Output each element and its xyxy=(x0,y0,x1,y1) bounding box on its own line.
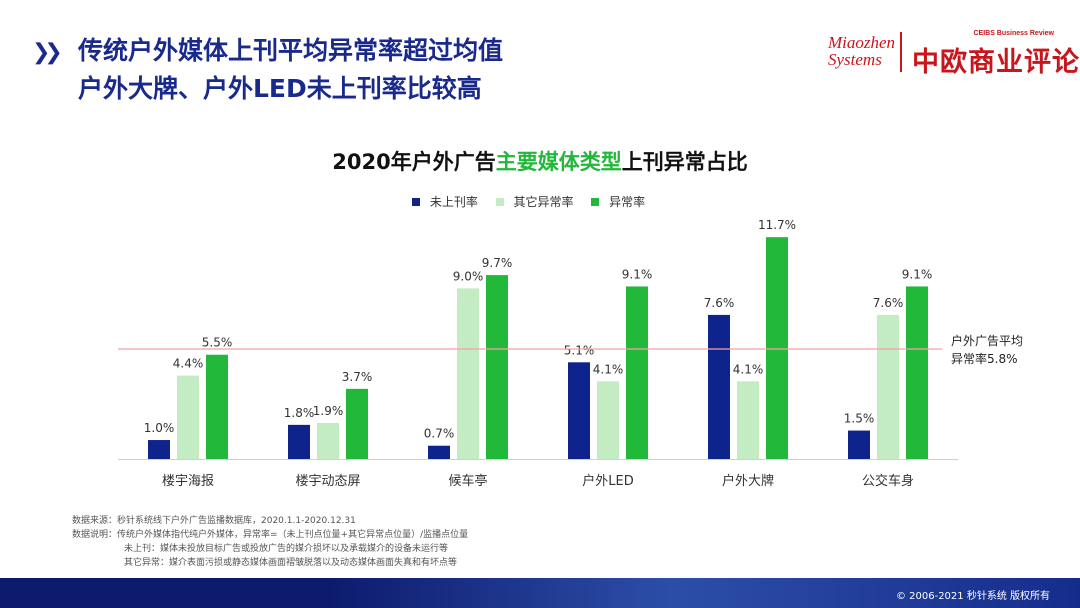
footer-bar: © 2006-2021 秒针系统 版权所有 xyxy=(0,578,1080,608)
bar-2-0 xyxy=(428,445,450,459)
bar-0-0 xyxy=(148,440,170,459)
footer-gradient xyxy=(330,578,1080,608)
data-label-4-0: 7.6% xyxy=(704,296,735,310)
data-label-3-0: 5.1% xyxy=(564,343,595,357)
data-label-5-0: 1.5% xyxy=(844,412,875,426)
category-label-4: 户外大牌 xyxy=(722,473,774,489)
bar-1-2 xyxy=(346,388,368,459)
legend-item-not-published: 未上刊率 xyxy=(412,193,478,210)
chart-title: 2020年户外广告主要媒体类型上刊异常占比 xyxy=(0,146,1080,176)
note-definition-other-abnormal: 其它异常：媒介表面污损或静态媒体画面褶皱脱落以及动态媒体画面失真和有坏点等 xyxy=(124,558,458,568)
category-label-2: 候车亭 xyxy=(448,473,487,489)
note-source: 数据来源：秒针系统线下户外广告监播数据库，2020.1.1-2020.12.31 xyxy=(72,516,356,526)
category-label-1: 楼宇动态屏 xyxy=(295,474,360,489)
footnotes: 数据来源：秒针系统线下户外广告监播数据库，2020.1.1-2020.12.31… xyxy=(72,514,468,570)
data-label-4-2: 11.7% xyxy=(758,218,796,232)
bar-3-1 xyxy=(597,381,619,459)
bar-1-0 xyxy=(288,424,310,459)
reference-label-line2: 异常率5.8% xyxy=(951,351,1018,366)
bar-3-2 xyxy=(626,286,648,459)
data-label-2-1: 9.0% xyxy=(453,269,484,283)
note-description: 数据说明：传统户外媒体指代纯户外媒体，异常率=（未上刊点位量+其它异常点位量）/… xyxy=(72,530,469,540)
bar-5-1 xyxy=(877,314,899,459)
data-label-2-2: 9.7% xyxy=(482,256,513,270)
data-label-5-1: 7.6% xyxy=(873,296,904,310)
bar-4-0 xyxy=(708,314,730,459)
data-label-3-2: 9.1% xyxy=(622,267,653,281)
chart-title-part2: 上刊异常占比 xyxy=(621,150,748,174)
data-label-0-2: 5.5% xyxy=(202,336,233,350)
legend-label-other-abnormal: 其它异常率 xyxy=(513,195,574,209)
legend-swatch-not-published xyxy=(412,198,420,206)
bar-2-1 xyxy=(457,288,479,459)
page-title-line2: 户外大牌、户外LED未上刊率比较高 xyxy=(78,74,482,103)
bar-0-2 xyxy=(206,354,228,459)
data-label-0-0: 1.0% xyxy=(144,421,175,435)
miaozhen-logo-line1: Miaozhen xyxy=(828,33,896,52)
data-label-3-1: 4.1% xyxy=(593,362,624,376)
data-label-2-0: 0.7% xyxy=(424,427,455,441)
data-label-5-2: 9.1% xyxy=(902,267,933,281)
bar-5-2 xyxy=(906,286,928,459)
category-label-0: 楼宇海报 xyxy=(162,474,214,489)
data-label-1-1: 1.9% xyxy=(313,404,344,418)
ceibs-logo-zh: 中欧商业评论 xyxy=(912,47,1080,78)
reference-label-line1: 户外广告平均 xyxy=(951,333,1023,348)
bar-3-0 xyxy=(568,362,590,459)
miaozhen-logo: Miaozhen Systems xyxy=(828,33,896,69)
logo-divider xyxy=(900,32,902,72)
note-definition-not-published: 未上刊：媒体未投放目标广告或投放广告的媒介损坏以及承载媒介的设备未运行等 xyxy=(124,544,449,554)
legend-swatch-abnormal-rate xyxy=(591,198,600,206)
legend-label-not-published: 未上刊率 xyxy=(429,195,478,209)
data-label-1-0: 1.8% xyxy=(284,406,315,420)
double-chevron-icon: ❯❯ xyxy=(32,40,63,65)
page-title-line1: 传统户外媒体上刊平均异常率超过均值 xyxy=(78,36,504,65)
legend-item-abnormal-rate: 异常率 xyxy=(591,193,645,210)
chart-title-part1: 2020年户外广告 xyxy=(332,150,496,174)
ceibs-logo-en: CEIBS Business Review xyxy=(973,30,1054,37)
bar-4-1 xyxy=(737,381,759,459)
legend-item-other-abnormal: 其它异常率 xyxy=(495,193,574,210)
category-label-5: 公交车身 xyxy=(862,473,914,489)
bar-4-2 xyxy=(766,237,788,459)
data-label-0-1: 4.4% xyxy=(173,357,204,371)
chart-legend: 未上刊率 其它异常率 异常率 xyxy=(412,193,659,210)
chart-title-highlight: 主要媒体类型 xyxy=(495,150,622,174)
bar-1-1 xyxy=(317,422,339,459)
category-label-3: 户外LED xyxy=(582,473,633,489)
data-label-1-2: 3.7% xyxy=(342,370,373,384)
bar-5-0 xyxy=(848,430,870,459)
data-label-4-1: 4.1% xyxy=(733,362,764,376)
footer-copyright: © 2006-2021 秒针系统 版权所有 xyxy=(895,591,1050,602)
legend-swatch-other-abnormal xyxy=(495,198,504,206)
miaozhen-logo-line2: Systems xyxy=(828,50,882,69)
legend-label-abnormal-rate: 异常率 xyxy=(609,195,646,209)
bar-2-2 xyxy=(486,275,508,459)
bar-0-1 xyxy=(177,375,199,459)
